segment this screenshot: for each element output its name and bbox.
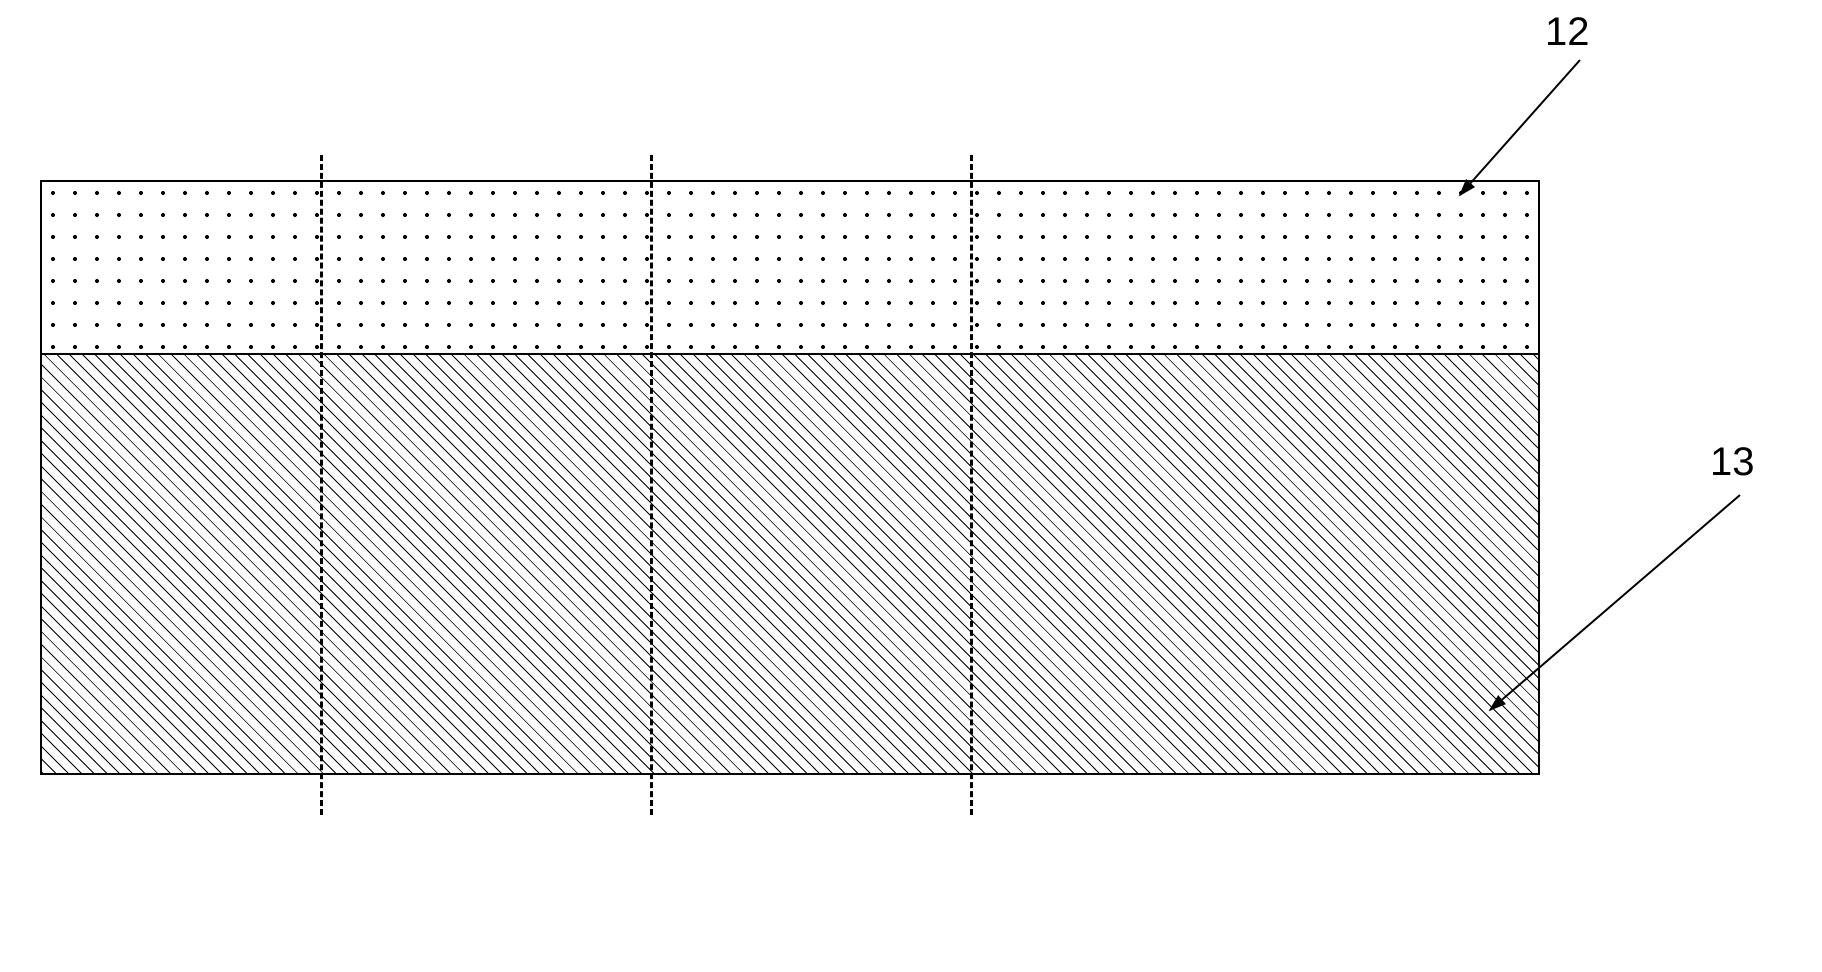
- dash-line-2: [650, 155, 653, 815]
- top-layer: [40, 180, 1540, 355]
- bottom-layer: [40, 355, 1540, 775]
- hatched-fill: [42, 355, 1538, 773]
- dash-line-3: [970, 155, 973, 815]
- cross-section-diagram: [40, 180, 1540, 775]
- dotted-fill: [42, 182, 1538, 353]
- label-13: 13: [1710, 440, 1755, 485]
- label-12: 12: [1545, 10, 1590, 55]
- dash-line-1: [320, 155, 323, 815]
